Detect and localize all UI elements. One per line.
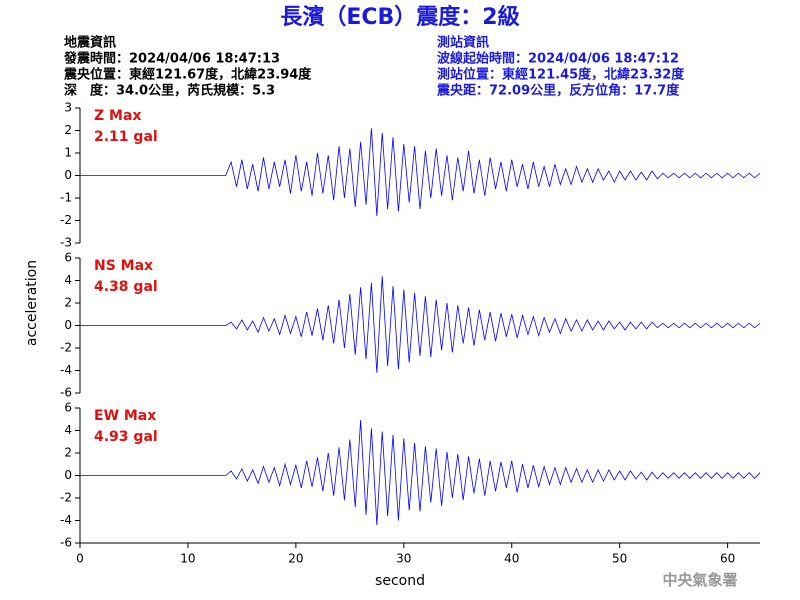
- waveform: [80, 128, 761, 217]
- y-tick-label: -6: [60, 536, 72, 550]
- x-tick-label: 20: [288, 552, 303, 566]
- y-tick-label: 0: [64, 168, 72, 182]
- panel-name: EW Max: [94, 408, 156, 424]
- y-tick-label: -2: [60, 491, 72, 505]
- y-tick-label: 6: [64, 251, 72, 265]
- waveform: [80, 276, 761, 373]
- y-tick-label: 4: [64, 423, 72, 437]
- info-line: 深 度：34.0公里，芮氏規模：5.3: [64, 83, 275, 99]
- info-line: 測站位置：東經121.45度，北緯23.32度: [437, 67, 685, 83]
- y-tick-label: -4: [60, 363, 72, 377]
- footer: 中央氣象署: [662, 571, 737, 589]
- y-tick-label: -4: [60, 513, 72, 527]
- info-line: 地震資訊: [64, 35, 116, 51]
- y-tick-label: 2: [64, 446, 72, 460]
- info-line: 震央距：72.09公里，反方位角：17.7度: [436, 83, 680, 99]
- panel-name: Z Max: [94, 108, 141, 124]
- x-tick-label: 10: [180, 552, 195, 566]
- x-tick-label: 0: [76, 552, 84, 566]
- x-axis-label: second: [375, 573, 425, 589]
- info-line: 波線起始時間：2024/04/06 18:47:12: [437, 51, 679, 67]
- y-tick-label: -1: [60, 191, 72, 205]
- peak-label: 4.93 gal: [94, 429, 158, 445]
- y-tick-label: 1: [64, 146, 72, 160]
- y-tick-label: 2: [64, 123, 72, 137]
- y-tick-label: 4: [64, 273, 72, 287]
- left-info: 地震資訊 發震時間：2024/04/06 18:47:13 震央位置：東經121…: [63, 35, 312, 99]
- x-tick-label: 30: [396, 552, 411, 566]
- y-tick-label: 0: [64, 318, 72, 332]
- y-tick-label: -6: [60, 386, 72, 400]
- x-tick-label: 50: [612, 552, 627, 566]
- right-info: 測站資訊 波線起始時間：2024/04/06 18:47:12 測站位置：東經1…: [436, 35, 685, 99]
- y-tick-label: 0: [64, 468, 72, 482]
- info-line: 測站資訊: [437, 35, 489, 51]
- y-tick-label: 3: [64, 101, 72, 115]
- info-line: 震央位置：東經121.67度，北緯23.94度: [63, 67, 312, 83]
- peak-label: 4.38 gal: [94, 279, 158, 295]
- waveform: [80, 420, 761, 526]
- x-tick-label: 60: [720, 552, 735, 566]
- y-tick-label: -2: [60, 213, 72, 227]
- y-tick-label: -2: [60, 341, 72, 355]
- y-axis-label: acceleration: [24, 260, 40, 346]
- x-tick-label: 40: [504, 552, 519, 566]
- panel-name: NS Max: [94, 258, 153, 274]
- y-tick-label: -3: [60, 236, 72, 250]
- chart-title: 長濱（ECB）震度：2級: [280, 4, 519, 30]
- info-line: 發震時間：2024/04/06 18:47:13: [63, 51, 280, 67]
- y-tick-label: 2: [64, 296, 72, 310]
- peak-label: 2.11 gal: [94, 129, 158, 145]
- y-tick-label: 6: [64, 401, 72, 415]
